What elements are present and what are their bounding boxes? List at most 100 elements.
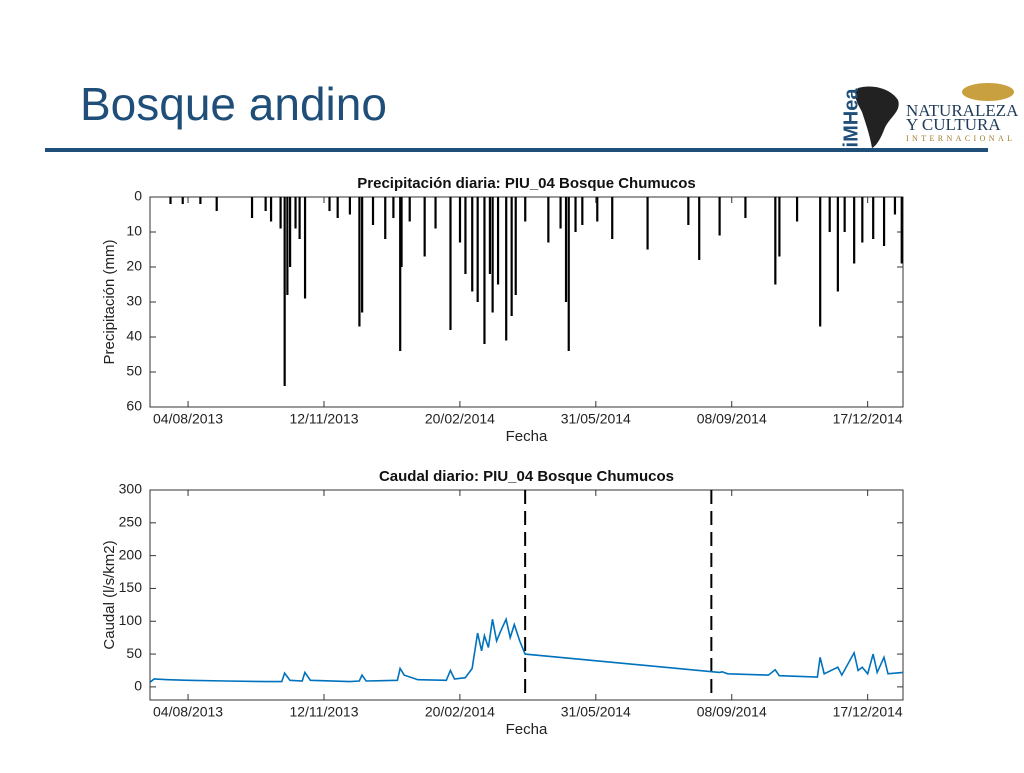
- bar: [384, 197, 387, 239]
- bar: [279, 197, 282, 229]
- line-series: [149, 616, 904, 683]
- bar: [872, 197, 875, 239]
- bar: [303, 197, 307, 299]
- bar: [581, 197, 584, 225]
- bar: [199, 197, 202, 204]
- bar: [853, 197, 856, 264]
- x-tick-label: 17/12/2014: [833, 704, 903, 720]
- logo-text: Y CULTURA: [906, 115, 1001, 134]
- bar: [559, 197, 562, 229]
- bar: [564, 197, 568, 302]
- logo-text: INTERNACIONAL: [906, 134, 1012, 143]
- y-axis-label: Precipitación (mm): [101, 239, 118, 364]
- bar: [836, 197, 839, 292]
- x-tick-label: 20/02/2014: [425, 411, 495, 427]
- y-tick-label: 30: [126, 293, 142, 309]
- x-tick-label: 31/05/2014: [561, 411, 631, 427]
- y-tick-label: 40: [126, 328, 142, 344]
- y-tick-label: 50: [126, 363, 142, 379]
- bar: [400, 197, 403, 267]
- y-tick-label: 60: [126, 398, 142, 414]
- slide-title: Bosque andino: [80, 78, 387, 130]
- bar: [496, 197, 500, 285]
- bar: [646, 197, 649, 250]
- x-tick-label: 04/08/2013: [153, 411, 223, 427]
- bar: [514, 197, 517, 295]
- bar: [861, 197, 864, 243]
- y-tick-label: 10: [126, 223, 142, 239]
- x-tick-label: 20/02/2014: [425, 704, 495, 720]
- bar: [392, 197, 395, 218]
- bar: [298, 197, 301, 239]
- y-tick-label: 150: [119, 579, 143, 595]
- bar: [169, 197, 172, 204]
- bar: [698, 197, 701, 260]
- bar: [371, 197, 375, 225]
- logo-imhea: iMHea: [840, 86, 899, 148]
- bar: [567, 197, 570, 351]
- bar: [458, 197, 462, 243]
- bar: [596, 197, 599, 222]
- bar: [687, 197, 690, 225]
- bar: [476, 197, 479, 302]
- bar: [718, 197, 721, 236]
- bar: [294, 197, 297, 229]
- x-tick-label: 12/11/2013: [289, 411, 358, 427]
- bar: [611, 197, 614, 239]
- bar: [893, 197, 897, 215]
- bar: [348, 197, 352, 215]
- bar: [250, 197, 254, 218]
- y-tick-label: 50: [126, 645, 142, 661]
- bar: [828, 197, 831, 232]
- x-tick-label: 04/08/2013: [153, 704, 223, 720]
- bar: [843, 197, 846, 232]
- y-tick-label: 0: [134, 188, 142, 204]
- x-axis-label: Fecha: [506, 721, 548, 738]
- bar: [336, 197, 339, 218]
- bar: [795, 197, 799, 222]
- continent-icon: [855, 86, 899, 148]
- bar: [181, 197, 184, 204]
- x-tick-label: 12/11/2013: [289, 704, 358, 720]
- bar: [574, 197, 577, 232]
- bar: [328, 197, 331, 211]
- bar: [358, 197, 361, 327]
- bar: [510, 197, 513, 316]
- x-tick-label: 31/05/2014: [561, 704, 631, 720]
- bar: [215, 197, 218, 211]
- x-tick-label: 08/09/2014: [697, 704, 767, 720]
- y-tick-label: 250: [119, 514, 143, 530]
- bar: [434, 197, 437, 229]
- y-tick-label: 20: [126, 258, 142, 274]
- bar: [774, 197, 777, 285]
- bar: [778, 197, 781, 257]
- bar: [483, 197, 486, 344]
- bar: [471, 197, 474, 292]
- x-axis-label: Fecha: [506, 428, 548, 445]
- bar: [491, 197, 494, 313]
- x-tick-label: 08/09/2014: [697, 411, 767, 427]
- jaguar-icon: [962, 83, 1014, 101]
- bar: [547, 197, 550, 243]
- y-tick-label: 100: [119, 612, 143, 628]
- bar: [882, 197, 886, 246]
- y-tick-label: 0: [134, 678, 142, 694]
- bar: [264, 197, 267, 211]
- logo-text: NATURALEZA: [906, 101, 1019, 120]
- chart-title: Precipitación diaria: PIU_04 Bosque Chum…: [357, 175, 695, 192]
- bar: [361, 197, 364, 313]
- bar: [488, 197, 492, 274]
- bar: [449, 197, 452, 330]
- plot-area: [149, 489, 904, 701]
- bar: [408, 197, 411, 222]
- bar: [288, 197, 292, 267]
- bar: [744, 197, 747, 218]
- y-tick-label: 300: [119, 481, 143, 497]
- bar: [900, 197, 903, 264]
- logo-text: iMHea: [840, 88, 862, 148]
- bar: [286, 197, 289, 295]
- bar: [269, 197, 273, 222]
- bar: [524, 197, 527, 222]
